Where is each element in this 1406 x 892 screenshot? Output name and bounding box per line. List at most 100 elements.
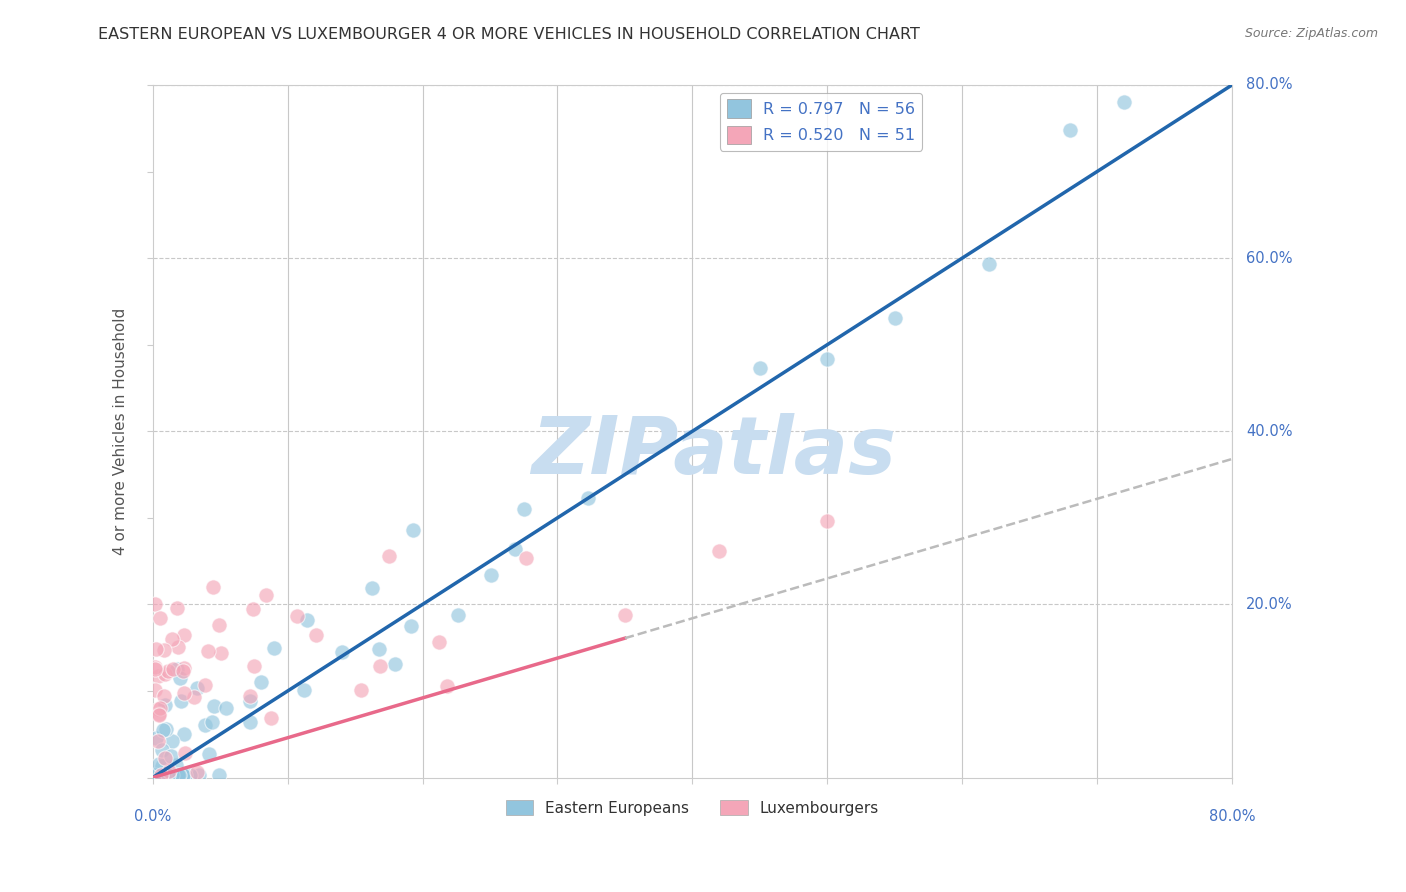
- Point: [186, 764, 208, 779]
- Point: [242, 601, 264, 615]
- Point: [479, 567, 502, 582]
- Point: [156, 768, 179, 782]
- Point: [145, 683, 167, 698]
- Point: [148, 669, 170, 683]
- Point: [183, 690, 205, 705]
- Point: [148, 702, 170, 716]
- Point: [145, 597, 167, 611]
- Text: 80.0%: 80.0%: [1246, 78, 1292, 93]
- Point: [186, 681, 208, 696]
- Point: [145, 768, 167, 782]
- Point: [360, 581, 382, 595]
- Point: [979, 257, 1001, 271]
- Point: [447, 607, 470, 622]
- Point: [150, 743, 173, 757]
- Point: [157, 665, 180, 679]
- Text: ZIPatlas: ZIPatlas: [531, 413, 897, 491]
- Point: [173, 747, 195, 761]
- Point: [201, 715, 224, 730]
- Point: [239, 714, 262, 729]
- Point: [149, 768, 172, 782]
- Point: [153, 751, 176, 765]
- Text: 40.0%: 40.0%: [1246, 424, 1292, 439]
- Point: [197, 644, 219, 658]
- Point: [145, 768, 167, 782]
- Point: [208, 617, 231, 632]
- Point: [165, 757, 187, 772]
- Point: [748, 361, 770, 376]
- Point: [148, 708, 170, 723]
- Point: [402, 523, 425, 537]
- Point: [512, 501, 534, 516]
- Point: [145, 641, 167, 656]
- Point: [157, 764, 180, 778]
- Point: [166, 662, 188, 676]
- Point: [155, 698, 177, 713]
- Point: [179, 768, 201, 782]
- Y-axis label: 4 or more Vehicles in Household: 4 or more Vehicles in Household: [114, 308, 128, 555]
- Point: [174, 768, 197, 782]
- Point: [576, 491, 599, 505]
- Text: 0.0%: 0.0%: [134, 809, 172, 823]
- Point: [170, 694, 193, 708]
- Point: [260, 711, 283, 725]
- Point: [187, 768, 209, 782]
- Point: [148, 756, 170, 771]
- Text: Source: ZipAtlas.com: Source: ZipAtlas.com: [1244, 27, 1378, 40]
- Point: [250, 674, 273, 689]
- Point: [370, 658, 392, 673]
- Point: [209, 646, 232, 660]
- Point: [152, 723, 174, 737]
- Point: [169, 671, 191, 685]
- Point: [149, 701, 172, 715]
- Point: [148, 706, 170, 721]
- Point: [170, 768, 193, 782]
- Point: [239, 694, 262, 708]
- Point: [350, 682, 373, 697]
- Point: [166, 640, 188, 654]
- Text: 80.0%: 80.0%: [1209, 809, 1256, 823]
- Point: [145, 660, 167, 674]
- Point: [709, 544, 731, 558]
- Point: [146, 734, 169, 748]
- Point: [201, 580, 224, 594]
- Point: [243, 659, 266, 673]
- Text: 60.0%: 60.0%: [1246, 251, 1292, 266]
- Point: [263, 641, 285, 656]
- Point: [173, 628, 195, 642]
- Point: [613, 607, 636, 622]
- Point: [155, 722, 177, 736]
- Point: [815, 514, 838, 528]
- Point: [287, 608, 309, 623]
- Text: EASTERN EUROPEAN VS LUXEMBOURGER 4 OR MORE VEHICLES IN HOUSEHOLD CORRELATION CHA: EASTERN EUROPEAN VS LUXEMBOURGER 4 OR MO…: [98, 27, 921, 42]
- Legend: R = 0.797   N = 56, R = 0.520   N = 51: R = 0.797 N = 56, R = 0.520 N = 51: [720, 93, 922, 151]
- Point: [436, 679, 458, 693]
- Point: [194, 717, 217, 731]
- Point: [1114, 95, 1136, 110]
- Point: [198, 747, 221, 761]
- Point: [194, 678, 217, 692]
- Point: [166, 601, 188, 615]
- Point: [160, 749, 183, 764]
- Point: [399, 618, 422, 632]
- Point: [330, 645, 353, 659]
- Point: [378, 549, 401, 563]
- Point: [172, 664, 194, 678]
- Point: [202, 698, 225, 713]
- Point: [515, 550, 537, 565]
- Point: [162, 663, 184, 677]
- Point: [207, 768, 229, 782]
- Point: [160, 733, 183, 747]
- Point: [173, 685, 195, 699]
- Point: [148, 611, 170, 625]
- Point: [152, 759, 174, 773]
- Point: [384, 657, 406, 672]
- Point: [167, 768, 190, 782]
- Point: [305, 628, 328, 642]
- Point: [367, 641, 389, 656]
- Point: [292, 683, 315, 698]
- Point: [427, 635, 450, 649]
- Point: [145, 662, 167, 676]
- Point: [215, 701, 238, 715]
- Point: [153, 667, 176, 681]
